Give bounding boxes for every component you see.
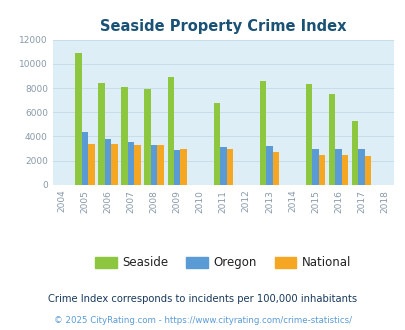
Bar [104, 139, 111, 185]
Bar [111, 144, 117, 185]
Bar [174, 150, 180, 185]
Bar [266, 146, 272, 185]
Bar [98, 83, 104, 185]
Bar [305, 84, 311, 185]
Bar [364, 156, 370, 185]
Bar [121, 87, 128, 185]
Bar [128, 142, 134, 185]
Bar [328, 94, 335, 185]
Text: Crime Index corresponds to incidents per 100,000 inhabitants: Crime Index corresponds to incidents per… [48, 294, 357, 304]
Bar [180, 148, 186, 185]
Bar [167, 77, 174, 185]
Legend: Seaside, Oregon, National: Seaside, Oregon, National [90, 252, 355, 274]
Bar [144, 89, 151, 185]
Bar [75, 53, 82, 185]
Bar [226, 149, 232, 185]
Bar [351, 121, 358, 185]
Text: © 2025 CityRating.com - https://www.cityrating.com/crime-statistics/: © 2025 CityRating.com - https://www.city… [54, 316, 351, 325]
Bar [341, 154, 347, 185]
Bar [82, 132, 88, 185]
Bar [151, 145, 157, 185]
Bar [88, 144, 94, 185]
Bar [311, 149, 318, 185]
Bar [335, 149, 341, 185]
Bar [134, 145, 141, 185]
Bar [318, 154, 324, 185]
Bar [220, 147, 226, 185]
Title: Seaside Property Crime Index: Seaside Property Crime Index [100, 19, 346, 34]
Bar [213, 103, 220, 185]
Bar [358, 148, 364, 185]
Bar [272, 152, 278, 185]
Bar [259, 82, 266, 185]
Bar [157, 146, 164, 185]
